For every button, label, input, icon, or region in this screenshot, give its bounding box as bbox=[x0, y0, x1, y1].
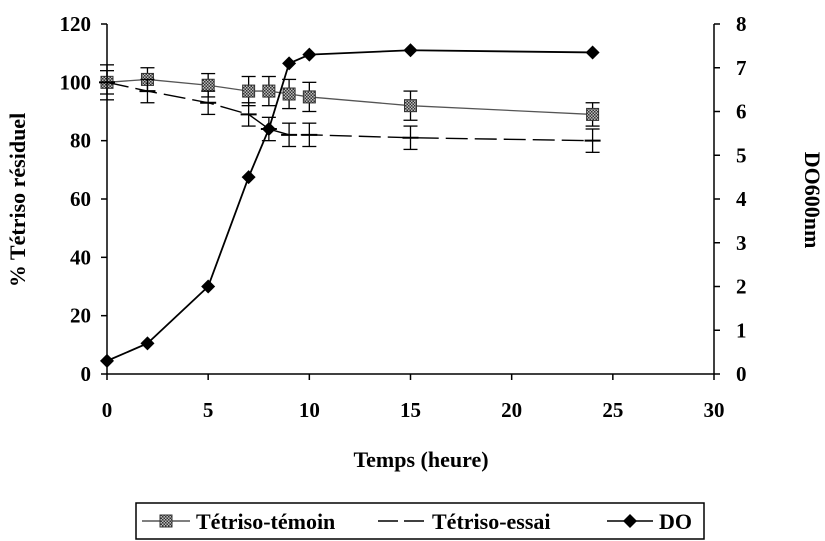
y2-tick-label: 4 bbox=[736, 187, 747, 211]
series-temoin-marker bbox=[201, 78, 215, 92]
legend: Tétriso-témoin Tétriso-essai DO bbox=[135, 502, 705, 540]
legend-entry-temoin: Tétriso-témoin bbox=[142, 509, 335, 534]
y2-tick-label: 6 bbox=[736, 100, 747, 124]
series-temoin-marker bbox=[282, 87, 296, 101]
y-tick-label: 80 bbox=[70, 129, 91, 153]
series-temoin-marker bbox=[586, 107, 600, 121]
legend-temoin-label: Tétriso-témoin bbox=[196, 509, 335, 534]
x-axis-title: Temps (heure) bbox=[353, 447, 488, 472]
x-tick-label: 20 bbox=[501, 398, 522, 422]
y2-tick-label: 2 bbox=[736, 275, 747, 299]
y-tick-label: 0 bbox=[81, 362, 92, 386]
series-do-marker bbox=[282, 56, 297, 71]
series-do-marker bbox=[100, 353, 114, 368]
y2-axis-title: DO600nm bbox=[800, 152, 825, 249]
series-essai-line bbox=[106, 81, 593, 142]
y-tick-label: 120 bbox=[60, 12, 92, 36]
series-do-marker bbox=[140, 336, 155, 351]
series-temoin-marker bbox=[242, 84, 256, 98]
legend-do-label: DO bbox=[659, 509, 692, 534]
y-axis-title: % Tétriso résiduel bbox=[5, 113, 30, 287]
series-do-marker bbox=[201, 279, 216, 294]
y-tick-label: 60 bbox=[70, 187, 91, 211]
y2-ticks: 0 1 2 3 4 5 6 7 8 bbox=[714, 12, 747, 386]
y2-tick-label: 7 bbox=[736, 56, 747, 80]
y-tick-label: 100 bbox=[60, 70, 92, 94]
x-tick-label: 25 bbox=[602, 398, 623, 422]
legend-do-marker bbox=[623, 514, 637, 528]
y2-tick-label: 5 bbox=[736, 143, 747, 167]
x-ticks: 0 5 10 15 20 25 30 bbox=[102, 374, 725, 422]
legend-temoin-marker bbox=[159, 514, 173, 528]
y-ticks: 0 20 40 60 80 100 120 bbox=[60, 12, 107, 386]
series-layer bbox=[99, 43, 601, 368]
legend-essai-label: Tétriso-essai bbox=[432, 509, 551, 534]
series-do-marker bbox=[302, 47, 317, 62]
series-temoin-marker bbox=[302, 90, 316, 104]
y2-tick-label: 3 bbox=[736, 231, 747, 255]
series-do-marker bbox=[241, 170, 256, 185]
x-tick-label: 0 bbox=[102, 398, 113, 422]
x-tick-label: 5 bbox=[203, 398, 214, 422]
x-tick-label: 30 bbox=[704, 398, 725, 422]
y-tick-label: 20 bbox=[70, 304, 91, 328]
x-tick-label: 10 bbox=[299, 398, 320, 422]
y2-tick-label: 8 bbox=[736, 12, 747, 36]
series-do-marker bbox=[403, 43, 418, 58]
legend-entry-do: DO bbox=[607, 509, 692, 534]
x-tick-label: 15 bbox=[400, 398, 421, 422]
series-temoin-marker bbox=[262, 84, 276, 98]
y-tick-label: 40 bbox=[70, 245, 91, 269]
series-do-marker bbox=[261, 122, 276, 136]
legend-entry-essai: Tétriso-essai bbox=[378, 509, 551, 534]
y2-tick-label: 1 bbox=[736, 318, 747, 342]
series-do-marker bbox=[585, 45, 600, 60]
series-temoin-marker bbox=[404, 99, 417, 113]
y2-tick-label: 0 bbox=[736, 362, 747, 386]
plot-area: 0 5 10 15 20 25 30 0 20 40 60 80 100 120 0 1 2 3 4 5 6 7 8 bbox=[60, 12, 748, 422]
